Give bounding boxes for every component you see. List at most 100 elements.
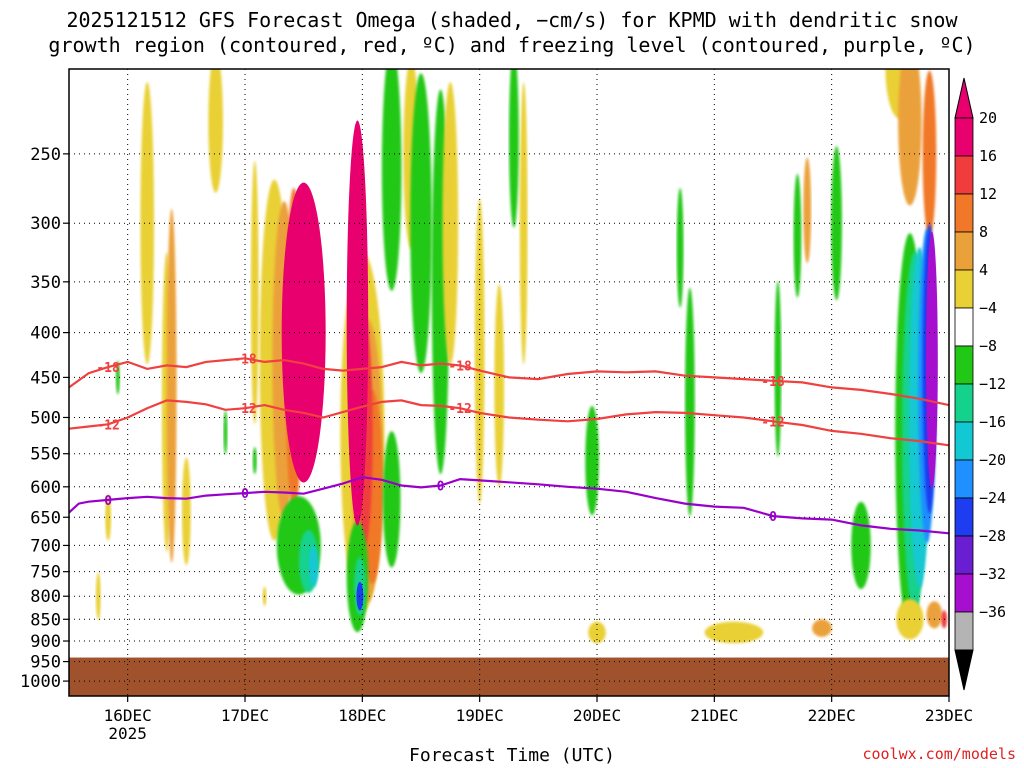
colorbar-top-arrow: [954, 77, 974, 119]
colorbar-band: [954, 231, 974, 271]
y-tick-label: 850: [30, 610, 61, 630]
y-tick-label: 600: [30, 478, 61, 498]
colorbar-band: [954, 573, 974, 613]
colorbar-band: [954, 459, 974, 499]
colorbar: 20 16 12 8 4 −4 −8 −12 −16 −20 −24 −28 −32 −36: [954, 77, 1006, 691]
contour-label: 0: [241, 487, 249, 502]
omega-shading-blob: [410, 73, 432, 374]
omega-shading-blob: [685, 287, 695, 517]
colorbar-band: [954, 535, 974, 575]
colorbar-label: 12: [979, 185, 997, 203]
omega-shading-blob: [381, 69, 402, 291]
y-tick-label: 250: [30, 145, 61, 165]
omega-shading-layer: [95, 69, 948, 644]
contour-label: -12: [761, 415, 784, 430]
contour-label: 0: [769, 510, 777, 525]
x-tick-label: 16DEC: [104, 706, 152, 725]
omega-region-secondary-ascent: [346, 120, 369, 526]
y-tick-label: 750: [30, 563, 61, 583]
colorbar-band: [954, 307, 974, 347]
chart-title-line-2: growth region (contoured, red, ºC) and f…: [48, 33, 976, 57]
plot-frame: [68, 68, 950, 697]
contour-line: [69, 476, 949, 535]
x-tick-label: 19DEC: [456, 706, 504, 725]
y-tick-label: 450: [30, 368, 61, 388]
y-tick-label: 500: [30, 408, 61, 428]
x-tick-label: 22DEC: [808, 706, 856, 725]
colorbar-label: −20: [979, 451, 1006, 469]
contour-line: [69, 399, 949, 447]
colorbar-label: 20: [979, 109, 997, 127]
x-axis-label: Forecast Time (UTC): [409, 745, 615, 766]
colorbar-band: [954, 345, 974, 385]
colorbar-band: [954, 117, 974, 157]
plot-background: [69, 69, 949, 696]
y-tick-label: 1000: [20, 672, 61, 692]
y-tick-label: 300: [30, 214, 61, 234]
omega-shading-blob: [223, 410, 228, 455]
omega-shading-blob: [252, 446, 257, 475]
omega-shading-blob: [115, 360, 120, 395]
contour-label: -18: [96, 361, 120, 376]
omega-shading-blob: [308, 545, 319, 588]
omega-shading-blob: [676, 187, 684, 308]
omega-shading-blob: [793, 173, 802, 298]
contour-label: -12: [233, 402, 256, 417]
contour-label: -12: [96, 418, 119, 433]
x-tick-label: 20DEC: [573, 706, 621, 725]
omega-shading-blob: [588, 621, 606, 644]
x-tick-label: 21DEC: [690, 706, 738, 725]
contour-label: -12: [448, 402, 471, 417]
omega-shading-blob: [803, 157, 812, 264]
omega-shading-blob: [166, 208, 177, 563]
y-tick-label: 350: [30, 273, 61, 293]
contour-label: 0: [437, 480, 445, 495]
ground-below-surface: [69, 657, 949, 696]
colorbar-label: −36: [979, 603, 1006, 621]
colorbar-label: −16: [979, 413, 1006, 431]
colorbar-band: [954, 269, 974, 309]
omega-shading-blob: [509, 69, 519, 228]
contour-label: 0: [104, 494, 112, 509]
colorbar-band: [954, 193, 974, 233]
colorbar-label: 8: [979, 223, 988, 241]
omega-shading-blob: [181, 457, 191, 566]
colorbar-label: 4: [979, 261, 988, 279]
chart-title-line-1: 2025121512 GFS Forecast Omega (shaded, −…: [66, 8, 958, 32]
contour-label: -18: [448, 359, 472, 374]
y-tick-label: 700: [30, 536, 61, 556]
source-credit[interactable]: coolwx.com/models: [862, 745, 1016, 763]
omega-shading-blob: [105, 493, 112, 541]
colorbar-label: −4: [979, 299, 997, 317]
colorbar-label: −12: [979, 375, 1006, 393]
x-tick-label: 23DEC: [925, 706, 973, 725]
omega-shading-blob: [774, 280, 782, 457]
omega-shading-blob: [382, 431, 401, 568]
omega-shading-blob: [250, 160, 259, 425]
omega-shading-blob: [442, 82, 459, 365]
contour-lines-layer: 0 0 0 0 -12 -12 -12 -12 -18 -18 -18 -18: [69, 352, 949, 535]
contour-label: -18: [761, 375, 785, 390]
colorbar-label: −8: [979, 337, 997, 355]
y-axis: 2503003504004505005506006507007508008509…: [20, 145, 69, 692]
colorbar-label: −28: [979, 527, 1006, 545]
x-tick-label: 17DEC: [221, 706, 269, 725]
contour-line: [69, 357, 949, 407]
omega-shading-blob: [926, 601, 943, 629]
colorbar-label: −32: [979, 565, 1006, 583]
colorbar-bottom-arrow: [954, 649, 974, 691]
colorbar-band: [954, 497, 974, 537]
omega-shading-blob: [898, 69, 922, 206]
colorbar-band: [954, 611, 974, 651]
x-tick-sublabel: 2025: [108, 724, 147, 743]
omega-shading-blob: [95, 572, 101, 621]
y-tick-label: 650: [30, 508, 61, 528]
y-tick-label: 550: [30, 445, 61, 465]
colorbar-band: [954, 421, 974, 461]
omega-region-main-ascent: [281, 182, 326, 483]
omega-region-day-23-core: [926, 231, 938, 489]
omega-shading-blob: [704, 621, 764, 644]
colorbar-band: [954, 383, 974, 423]
